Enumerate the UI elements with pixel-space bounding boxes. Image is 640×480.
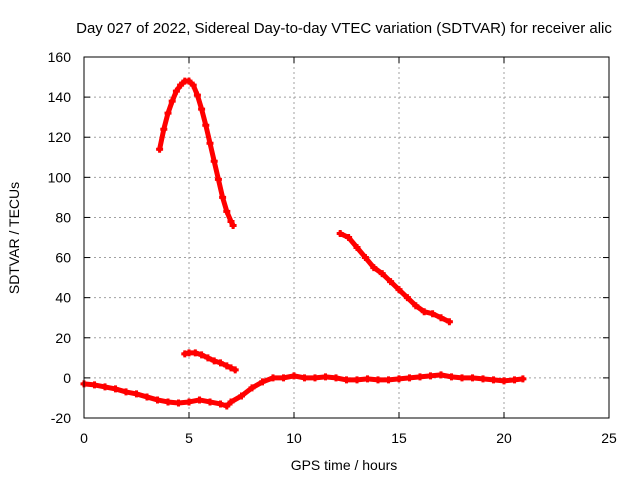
- grid-lines: [84, 57, 609, 418]
- series-arc-3-descending: [336, 229, 453, 326]
- x-tick-label: 20: [496, 430, 512, 446]
- series-trace: [337, 230, 452, 325]
- x-tick-label: 5: [185, 430, 193, 446]
- series-trace: [157, 78, 236, 228]
- y-tick-label: 60: [55, 250, 71, 266]
- axis-ticks: -20 0 20 40 60 80 100 120 140 160 0 5 10 15 20 25: [48, 49, 617, 446]
- y-axis-label: SDTVAR / TECUs: [6, 182, 22, 294]
- chart-title: Day 027 of 2022, Sidereal Day-to-day VTE…: [76, 20, 612, 37]
- y-tick-label: 80: [55, 209, 71, 225]
- y-tick-label: 120: [48, 129, 72, 145]
- x-tick-label: 25: [601, 430, 617, 446]
- series-trace: [182, 350, 238, 373]
- x-tick-label: 15: [391, 430, 407, 446]
- y-tick-label: 160: [48, 49, 72, 65]
- plot-frame: [83, 56, 610, 419]
- y-tick-label: 100: [48, 169, 72, 185]
- data-marks: [80, 77, 527, 410]
- y-tick-label: 20: [55, 330, 71, 346]
- series-trace: [81, 372, 526, 409]
- y-tick-label: -20: [51, 410, 71, 426]
- y-tick-label: 140: [48, 89, 72, 105]
- x-tick-label: 0: [80, 430, 88, 446]
- y-tick-label: 0: [63, 370, 71, 386]
- x-tick-label: 10: [286, 430, 302, 446]
- series-arc-2-small: [181, 349, 239, 374]
- x-axis-label: GPS time / hours: [291, 457, 398, 473]
- series-baseline: [80, 371, 527, 410]
- series-arc-1-peak: [156, 77, 237, 229]
- y-tick-label: 40: [55, 290, 71, 306]
